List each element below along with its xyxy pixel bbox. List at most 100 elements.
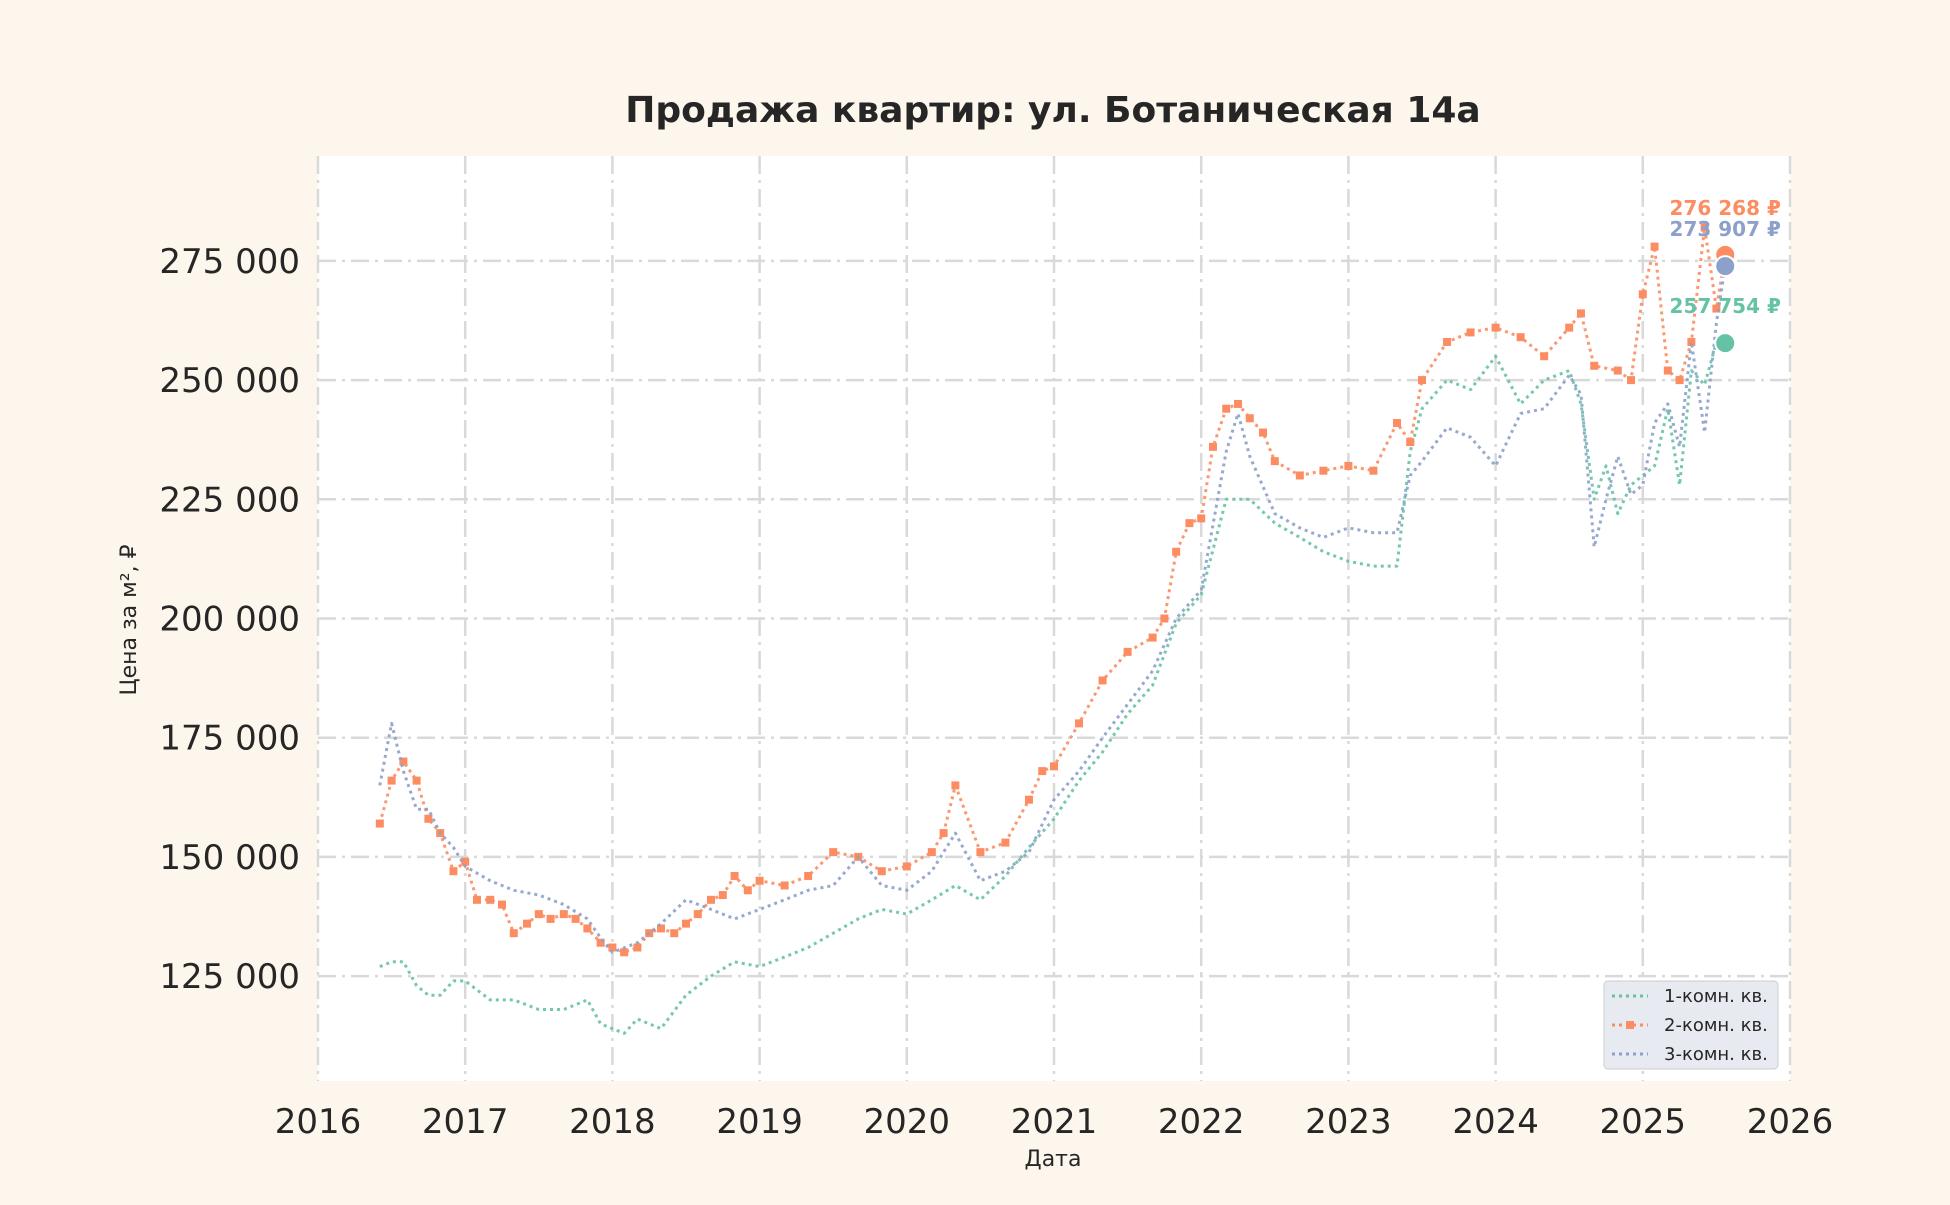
legend-label: 1-комн. кв. xyxy=(1664,986,1768,1007)
data-point xyxy=(1197,514,1206,523)
data-point xyxy=(1712,304,1721,313)
data-point xyxy=(1613,366,1622,375)
x-tick-label: 2017 xyxy=(422,1102,509,1142)
data-point xyxy=(939,829,948,838)
end-value-label: 276 268 ₽ xyxy=(1670,196,1781,220)
data-point xyxy=(412,776,421,785)
data-point xyxy=(1208,442,1217,451)
y-tick-label: 225 000 xyxy=(159,480,300,520)
data-point xyxy=(1638,290,1647,299)
data-point xyxy=(951,781,960,790)
legend-marker xyxy=(1626,1021,1634,1029)
data-point xyxy=(1540,352,1549,361)
y-tick-label: 275 000 xyxy=(159,242,300,282)
legend: 1-комн. кв. 2-комн. кв. 3-комн. кв. xyxy=(1603,980,1779,1070)
data-point xyxy=(1516,333,1525,342)
data-point xyxy=(1295,471,1304,480)
data-point xyxy=(1700,223,1709,232)
x-tick-label: 2021 xyxy=(1011,1102,1098,1142)
data-point xyxy=(730,871,739,880)
data-point xyxy=(559,910,568,919)
data-point xyxy=(1245,414,1254,423)
data-point xyxy=(1185,519,1194,528)
data-point xyxy=(509,929,518,938)
y-axis-label: Цена за м², ₽ xyxy=(117,544,142,695)
data-point xyxy=(1627,376,1636,385)
x-tick-label: 2023 xyxy=(1305,1102,1392,1142)
legend-label: 3-комн. кв. xyxy=(1664,1044,1768,1065)
data-point xyxy=(1038,767,1047,776)
chart-title: Продажа квартир: ул. Ботаническая 14а xyxy=(625,90,1480,131)
data-point xyxy=(1075,719,1084,728)
data-point xyxy=(1123,647,1132,656)
data-point xyxy=(486,895,495,904)
data-point xyxy=(1160,614,1169,623)
data-point xyxy=(1565,323,1574,332)
data-point xyxy=(375,819,384,828)
series-line xyxy=(378,265,1727,954)
y-tick-label: 175 000 xyxy=(159,719,300,759)
data-point xyxy=(1590,361,1599,370)
data-point xyxy=(976,848,985,857)
x-tick-label: 2022 xyxy=(1158,1102,1245,1142)
data-point xyxy=(596,938,605,947)
y-tick-labels: 125 000 150 000 175 000 200 000 225 000 250 0… xyxy=(159,242,300,997)
x-tick-labels: 2016 2017 2018 2019 2020 2021 2022 2023 2024 2025… xyxy=(275,1102,1834,1142)
data-point xyxy=(1406,438,1415,447)
y-tick-label: 125 000 xyxy=(159,957,300,997)
data-point xyxy=(523,919,532,928)
legend-label: 2-комн. кв. xyxy=(1664,1015,1768,1036)
data-point xyxy=(927,848,936,857)
data-point xyxy=(1270,457,1279,466)
data-point xyxy=(693,910,702,919)
x-tick-label: 2019 xyxy=(716,1102,803,1142)
data-point xyxy=(1576,309,1585,318)
data-point xyxy=(902,862,911,871)
y-tick-label: 150 000 xyxy=(159,838,300,878)
data-point xyxy=(718,891,727,900)
data-point xyxy=(546,914,555,923)
data-point xyxy=(1234,399,1242,408)
data-point xyxy=(620,948,629,957)
data-point xyxy=(1344,461,1353,470)
x-tick-label: 2018 xyxy=(569,1102,656,1142)
data-point xyxy=(583,924,592,933)
data-point xyxy=(1369,466,1378,475)
data-point xyxy=(1024,795,1033,804)
data-point xyxy=(424,814,433,823)
data-point xyxy=(1466,328,1475,337)
data-point xyxy=(1663,366,1672,375)
data-point xyxy=(449,867,458,876)
grid xyxy=(316,156,1792,1081)
end-value-label: 273 907 ₽ xyxy=(1670,217,1781,241)
data-point xyxy=(1675,376,1684,385)
x-tick-label: 2020 xyxy=(864,1102,951,1142)
y-tick-label: 250 000 xyxy=(159,361,300,401)
end-marker xyxy=(1714,255,1737,278)
x-tick-label: 2025 xyxy=(1600,1102,1687,1142)
data-point xyxy=(1050,762,1058,771)
end-marker xyxy=(1714,332,1737,355)
data-point xyxy=(633,943,642,952)
x-tick-label: 2024 xyxy=(1452,1102,1539,1142)
data-point xyxy=(1222,404,1231,413)
x-axis-label: Дата xyxy=(1025,1147,1082,1172)
data-point xyxy=(877,867,886,876)
end-value-label: 257 754 ₽ xyxy=(1670,294,1781,318)
data-point xyxy=(829,848,838,857)
end-labels: 276 268 ₽273 907 ₽ 257 754 ₽ xyxy=(1670,196,1781,355)
data-point xyxy=(1418,376,1426,385)
data-point xyxy=(1148,633,1157,642)
legend-box xyxy=(1603,980,1779,1070)
data-point xyxy=(1687,337,1696,346)
data-point xyxy=(1650,242,1659,251)
data-point xyxy=(1443,337,1452,346)
data-point xyxy=(534,910,543,919)
data-point xyxy=(472,895,481,904)
series-line xyxy=(379,340,1726,1035)
data-point xyxy=(571,914,580,923)
series-3 xyxy=(378,265,1727,954)
data-point xyxy=(707,895,716,904)
